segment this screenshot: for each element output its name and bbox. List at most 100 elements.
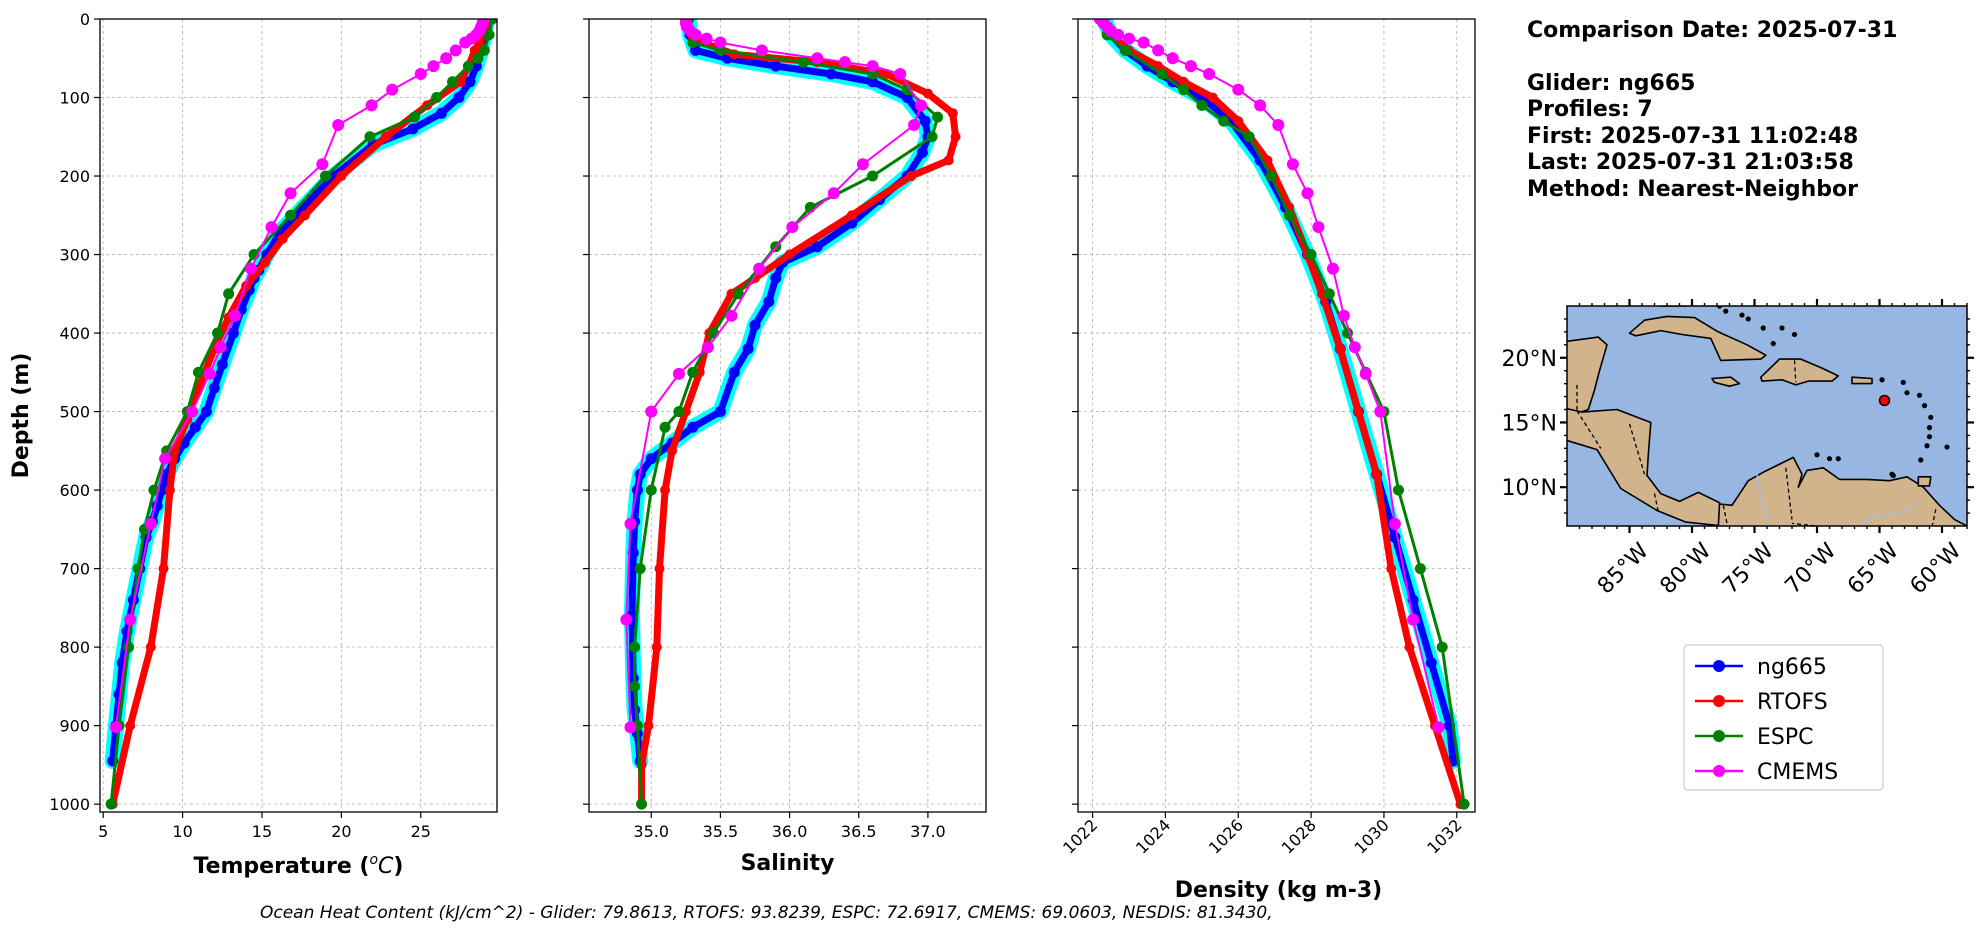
ng665-point — [627, 547, 639, 559]
cmems-point — [144, 517, 157, 530]
cmems-point — [440, 52, 453, 65]
map-island — [1835, 456, 1841, 462]
map-island — [1723, 308, 1729, 314]
map-border — [1628, 423, 1646, 475]
y-tick-label: 400 — [59, 324, 90, 343]
rtofs-point — [158, 563, 169, 574]
rtofs-point — [336, 171, 347, 182]
espc-point — [1218, 115, 1230, 127]
cmems-point — [1203, 67, 1216, 80]
legend-marker-espc — [1713, 730, 1725, 742]
legend: ng665 RTOFS ESPC CMEMS — [1683, 644, 1884, 791]
cmems-point — [786, 221, 799, 234]
ng665-point — [208, 382, 220, 394]
cmems-point — [1407, 613, 1420, 626]
cmems-point — [827, 187, 840, 200]
map-border — [1576, 410, 1602, 449]
espc-point — [478, 44, 490, 56]
espc-point — [1156, 68, 1168, 80]
cmems-point — [1312, 221, 1325, 234]
map-island — [1779, 325, 1785, 331]
map-border — [1653, 493, 1659, 512]
ng665-point — [811, 241, 823, 253]
info-block: Comparison Date: 2025-07-31 Glider: ng66… — [1527, 18, 1897, 202]
cmems-point — [316, 158, 329, 171]
x-tick-label: 1030 — [1351, 815, 1393, 857]
rtofs-point — [277, 233, 288, 244]
x-axis-label: Temperature (oC) — [194, 852, 404, 879]
rtofs-point — [643, 720, 654, 731]
map-lat-label: 15°N — [1502, 411, 1557, 436]
legend-label-rtofs: RTOFS — [1757, 690, 1828, 715]
map-island — [1739, 312, 1745, 318]
rtofs-point — [1207, 92, 1218, 103]
cmems-point — [332, 118, 345, 131]
cmems-point — [186, 405, 199, 418]
map-lon-label: 75°W — [1718, 538, 1779, 599]
cmems-point — [159, 452, 172, 465]
rtofs-point — [947, 108, 958, 119]
rtofs-point — [455, 76, 466, 87]
espc-point — [447, 76, 459, 88]
y-tick-label: 100 — [59, 89, 90, 108]
ng665-point — [867, 76, 879, 88]
espc-point — [1243, 131, 1255, 143]
map-border — [1931, 509, 1937, 526]
y-tick-label: 300 — [59, 246, 90, 265]
map-border — [1722, 505, 1728, 524]
map-land — [1567, 306, 1967, 526]
espc-point — [1265, 170, 1277, 182]
x-tick-label: 15 — [252, 822, 272, 841]
espc-point — [192, 366, 204, 378]
cmems-point — [755, 44, 768, 57]
cmems-point — [1286, 158, 1299, 171]
espc-point — [364, 131, 376, 143]
espc-point — [629, 641, 641, 653]
espc-point — [645, 484, 657, 496]
ng665-point — [464, 76, 476, 88]
ng665-mean-line — [109, 19, 491, 762]
map-island — [1944, 444, 1950, 450]
x-tick-label: 1022 — [1059, 815, 1101, 857]
ng665-point — [1425, 657, 1437, 669]
temperature-panel: 5 10 15 20 25 0 100 200 300 400 500 600 700 800 900 100… — [9, 10, 498, 879]
espc-point — [431, 92, 443, 104]
x-tick-label: 35.0 — [633, 822, 669, 841]
rtofs-point — [1233, 116, 1244, 127]
cmems-point — [908, 118, 921, 131]
x-axis-label: Salinity — [741, 851, 835, 876]
y-tick-label: 500 — [59, 403, 90, 422]
cmems-point — [714, 36, 727, 49]
profile-count: Profiles: 7 — [1527, 97, 1653, 122]
y-tick-label: 0 — [80, 10, 90, 29]
y-tick-label: 1000 — [49, 795, 90, 814]
cmems-point — [1137, 36, 1150, 49]
method: Method: Nearest-Neighbor — [1527, 177, 1858, 202]
map-hispaniola — [1760, 358, 1840, 386]
rtofs-point — [654, 563, 665, 574]
ng665-point — [770, 60, 782, 72]
cmems-line — [1099, 19, 1440, 728]
map-island — [1921, 403, 1928, 409]
y-tick-label: 800 — [59, 638, 90, 657]
map-island — [1814, 452, 1820, 458]
x-tick-label: 1028 — [1278, 815, 1320, 857]
y-axis-label: Depth (m) — [9, 353, 34, 479]
x-tick-label: 35.5 — [703, 822, 739, 841]
cmems-point — [1122, 32, 1135, 45]
rtofs-point — [666, 445, 677, 456]
cmems-point — [1112, 28, 1125, 41]
map-border — [1791, 522, 1820, 526]
espc-point — [1178, 84, 1190, 96]
x-tick-label: 5 — [98, 822, 108, 841]
axes-frame — [1077, 18, 1476, 813]
ng665-point — [728, 366, 740, 378]
cmems-point — [109, 721, 122, 734]
map-trinidad — [1917, 475, 1932, 487]
cmems-point — [1337, 309, 1350, 322]
espc-point — [659, 421, 671, 433]
map-lon-label: 80°W — [1656, 538, 1717, 599]
rtofs-point — [1404, 642, 1415, 653]
rtofs-point — [651, 642, 662, 653]
